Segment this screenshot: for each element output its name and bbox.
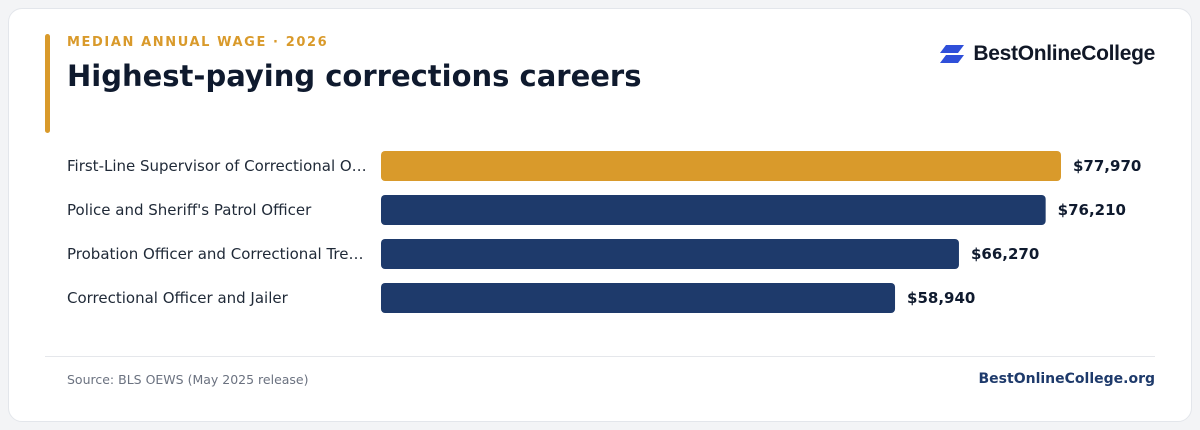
bar[interactable] <box>381 239 959 269</box>
bar[interactable] <box>381 283 896 313</box>
title-accent-bar <box>45 34 50 133</box>
value-label: $58,940 <box>907 289 975 307</box>
stacked-parallelogram-logo-icon <box>940 45 965 63</box>
brand-logo[interactable]: BestOnlineCollege <box>939 42 1155 66</box>
bar[interactable] <box>381 151 1061 181</box>
eyebrow-label: MEDIAN ANNUAL WAGE · 2026 <box>67 35 329 50</box>
brand-name: BestOnlineCollege <box>973 42 1155 65</box>
source-note: Source: BLS OEWS (May 2025 release) <box>67 372 309 387</box>
chart-title: Highest-paying corrections careers <box>67 59 642 93</box>
bar[interactable] <box>381 195 1046 225</box>
category-label: Probation Officer and Correctional Tre… <box>67 245 363 263</box>
category-label: First-Line Supervisor of Correctional O… <box>67 157 367 175</box>
footer-divider <box>45 356 1155 357</box>
bar-chart: First-Line Supervisor of Correctional O…… <box>67 151 1141 313</box>
value-label: $76,210 <box>1058 201 1126 219</box>
site-link[interactable]: BestOnlineCollege.org <box>978 371 1155 387</box>
category-label: Police and Sheriff's Patrol Officer <box>67 201 312 219</box>
category-label: Correctional Officer and Jailer <box>67 289 289 307</box>
value-label: $77,970 <box>1073 157 1141 175</box>
value-label: $66,270 <box>971 245 1039 263</box>
chart-card: MEDIAN ANNUAL WAGE · 2026 Highest-paying… <box>8 8 1192 422</box>
